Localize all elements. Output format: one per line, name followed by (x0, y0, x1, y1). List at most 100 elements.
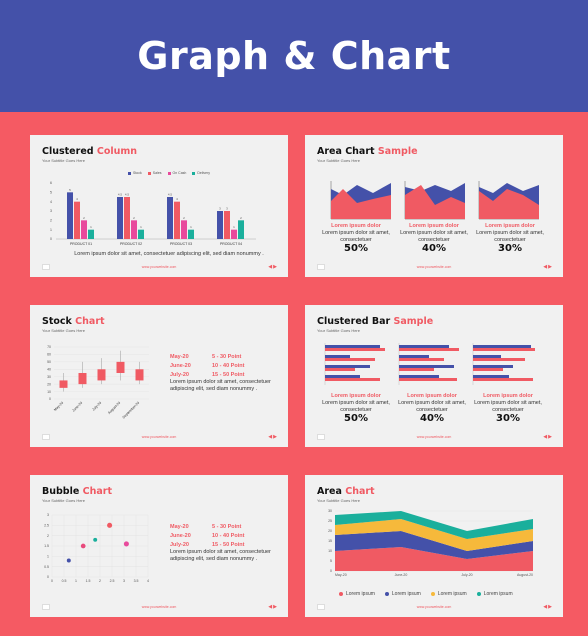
data-label: 4 (176, 197, 178, 201)
slide-clustered-column[interactable]: Clustered Column Your Subtitle Goes Here… (30, 135, 288, 277)
slide-number-box (317, 604, 325, 610)
y-tick-label: 2 (47, 534, 49, 538)
x-tick-label: August-20 (517, 573, 533, 577)
percent-1: 50% (344, 243, 368, 254)
schedule-row: May-20 5 - 30 Point (170, 524, 242, 530)
data-label: 4.5 (125, 193, 130, 197)
y-tick-label: 20 (328, 529, 332, 533)
x-tick-label: June-20 (71, 401, 83, 413)
mini-bar-3 (472, 343, 535, 385)
x-tick-label: 4 (147, 579, 149, 583)
mini-area-1 (330, 181, 391, 220)
y-tick-label: 70 (47, 345, 51, 349)
percent-3: 30% (496, 413, 520, 424)
slide-title: Clustered Bar Sample (317, 316, 434, 327)
percent-2: 40% (422, 243, 446, 254)
slide-nav-arrows[interactable]: ◀▶ (543, 604, 553, 610)
slide-nav-arrows[interactable]: ◀▶ (268, 434, 278, 440)
y-tick-label: 0 (47, 575, 49, 579)
slide-nav-arrows[interactable]: ◀▶ (268, 264, 278, 270)
bar (217, 211, 223, 239)
area-legend: Lorem ipsum Lorem ipsum Lorem ipsum Lore… (339, 591, 513, 597)
y-tick-label: 1.5 (44, 544, 49, 548)
x-tick-label: August-20 (107, 401, 121, 415)
data-label: 4 (76, 197, 78, 201)
x-tick-label: June-20 (395, 573, 408, 577)
caption-1: Lorem ipsum dolor Lorem ipsum dolor sit a… (322, 223, 390, 243)
slide-subtitle: Your Subtitle Goes Here (42, 158, 85, 163)
data-label: 3 (226, 207, 228, 211)
slide-subtitle: Your Subtitle Goes Here (42, 328, 85, 333)
stacked-area-chart: 0 5 10 15 20 25 30 May-20 June-20 July-20 August-2… (328, 509, 533, 577)
y-tick-label: 1 (47, 555, 49, 559)
x-tick-label: May-20 (53, 401, 64, 412)
bubble (107, 522, 113, 528)
slide-stock-chart[interactable]: Stock Chart Your Subtitle Goes Here 0 10 2… (30, 305, 288, 447)
caption-1: Lorem ipsum dolor Lorem ipsum dolor sit a… (322, 393, 390, 413)
slide-clustered-bar[interactable]: Clustered Bar Sample Your Subtitle Goes … (305, 305, 563, 447)
bar (131, 220, 137, 239)
legend-item: Delivery (192, 171, 210, 175)
y-tick-label: 10 (47, 390, 51, 394)
bar (231, 229, 237, 239)
bar (74, 201, 80, 239)
slide-nav-arrows[interactable]: ◀▶ (543, 264, 553, 270)
slide-area-sample[interactable]: Area Chart Sample Your Subtitle Goes Her… (305, 135, 563, 277)
footer-url[interactable]: www.yourwebsite.com (416, 605, 452, 609)
candle (135, 369, 144, 381)
schedule-list: May-20 5 - 30 Point June-20 10 - 40 Point … (170, 523, 244, 549)
y-tick-label: 1 (50, 228, 52, 232)
footer-url[interactable]: www.yourwebsite.com (141, 435, 177, 439)
legend-item: Lorem ipsum (476, 591, 513, 597)
page-header: Graph & Chart (0, 0, 588, 112)
x-tick-label: 0 (51, 579, 53, 583)
footer-url[interactable]: www.yourwebsite.com (141, 605, 177, 609)
slide-title: Clustered Column (42, 146, 138, 157)
percent-1: 50% (344, 413, 368, 424)
slide-subtitle: Your Subtitle Goes Here (317, 328, 360, 333)
bar (238, 220, 244, 239)
bar (81, 220, 87, 239)
slide-nav-arrows[interactable]: ◀▶ (268, 604, 278, 610)
data-label: 3 (219, 207, 221, 211)
x-tick-label: September-20 (122, 401, 141, 420)
mini-bar-2 (398, 343, 459, 385)
footer-url[interactable]: www.yourwebsite.com (141, 265, 177, 269)
bar (174, 201, 180, 239)
x-tick-label: PRODUCT 02 (120, 242, 142, 246)
y-tick-label: 25 (328, 519, 332, 523)
candle (97, 369, 106, 381)
area-series (335, 531, 533, 559)
data-label: 1 (140, 225, 142, 229)
data-label: 2 (83, 216, 85, 220)
y-tick-label: 20 (47, 382, 51, 386)
x-tick-label: 1 (75, 579, 77, 583)
footer-url[interactable]: www.yourwebsite.com (416, 265, 452, 269)
y-tick-label: 0 (50, 237, 52, 241)
footer-url[interactable]: www.yourwebsite.com (416, 435, 452, 439)
y-tick-label: 2 (50, 219, 52, 223)
slide-nav-arrows[interactable]: ◀▶ (543, 434, 553, 440)
schedule-row: June-20 10 - 40 Point (170, 362, 245, 369)
y-tick-label: 5 (50, 191, 52, 195)
slide-text: Lorem ipsum dolor sit amet, consectetuer… (170, 549, 271, 563)
schedule-row: July-20 15 - 50 Point (170, 541, 245, 548)
candle (116, 361, 125, 373)
y-tick-label: 3 (50, 209, 52, 213)
caption-3: Lorem ipsum dolor Lorem ipsum dolor sit a… (476, 223, 544, 243)
mini-bar-1 (324, 343, 385, 385)
slide-number-box (42, 604, 50, 610)
legend-item: On Cash (167, 171, 186, 175)
slide-area-chart[interactable]: Area Chart Your Subtitle Goes Here 0 5 10 1… (305, 475, 563, 617)
y-tick-label: 6 (50, 181, 52, 185)
legend-item: Lorem ipsum (430, 591, 467, 597)
percent-2: 40% (420, 413, 444, 424)
bar (124, 197, 130, 239)
data-label: 2 (183, 216, 185, 220)
legend-item: Lorem ipsum (339, 591, 375, 597)
bubble (66, 558, 71, 563)
slide-bubble-chart[interactable]: Bubble Chart Your Subtitle Goes Here 0 0.… (30, 475, 288, 617)
slide-number-box (42, 264, 50, 270)
data-label: 1 (233, 225, 235, 229)
